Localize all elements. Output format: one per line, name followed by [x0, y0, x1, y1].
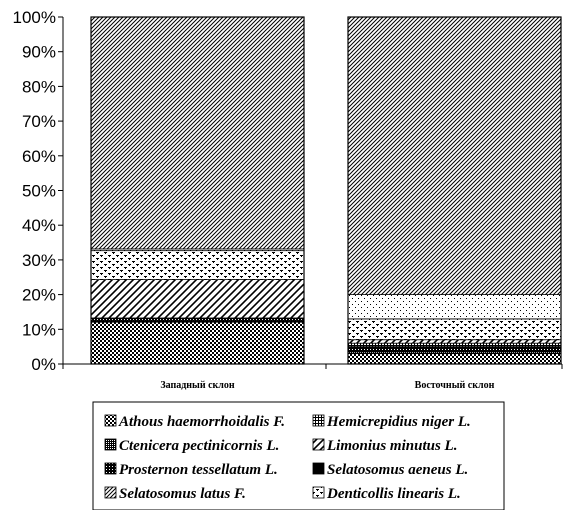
y-tick-label: 90%	[22, 43, 56, 62]
legend-label: Hemicrepidius niger L.	[326, 414, 471, 430]
legend-swatch	[312, 414, 325, 427]
legend-swatch	[104, 414, 117, 427]
legend-label: Selatosomus aeneus L.	[327, 462, 468, 478]
legend-label: Ctenicera pectinicornis L.	[119, 438, 279, 454]
legend-label: Denticollis linearis L.	[326, 486, 461, 502]
y-tick-label: 50%	[22, 182, 56, 201]
legend-label: Athous haemorrhoidalis F.	[118, 414, 285, 430]
bar-segment-2-5	[347, 342, 562, 348]
legend-swatch	[104, 438, 117, 451]
legend-label: Selatosomus latus F.	[119, 486, 246, 502]
y-tick-label: 40%	[22, 216, 56, 235]
bar-segment-2-3	[347, 347, 562, 353]
y-tick-label: 60%	[22, 147, 56, 166]
bar-segment-2-9	[347, 16, 562, 296]
legend-swatch	[312, 438, 325, 451]
legend: Athous haemorrhoidalis F. Hemicrepidius n…	[92, 401, 505, 511]
y-tick-label: 0%	[31, 355, 56, 374]
bar-segment-1-7	[90, 250, 305, 281]
bars	[90, 16, 562, 365]
y-tick-label: 80%	[22, 77, 56, 96]
bar-segment-2-7	[347, 318, 562, 341]
legend-swatch	[312, 486, 325, 499]
legend-label: Prosternon tessellatum L.	[119, 462, 278, 478]
y-tick-label: 30%	[22, 251, 56, 270]
axes: Западный склон Восточный склон 0% 10% 20% 30%…	[13, 8, 563, 391]
x-tick-label: Западный склон	[160, 380, 235, 391]
bar-segment-1-1	[90, 321, 305, 365]
y-tick-label: 20%	[22, 286, 56, 305]
legend-swatch	[312, 462, 325, 475]
legend-box	[92, 401, 505, 511]
legend-swatch	[104, 486, 117, 499]
legend-label: Limonius minutus L.	[326, 438, 457, 454]
bar-segment-2-6	[347, 339, 562, 344]
x-tick-label: Восточный склон	[415, 380, 495, 391]
bar-segment-2-1	[347, 353, 562, 365]
bar-segment-2-8	[347, 294, 562, 320]
y-tick-label: 100%	[13, 8, 56, 27]
bar-segment-1-9	[90, 16, 305, 250]
legend-swatch	[104, 462, 117, 475]
y-tick-label: 10%	[22, 320, 56, 339]
y-tick-label: 70%	[22, 112, 56, 131]
bar-segment-1-6	[90, 279, 305, 319]
